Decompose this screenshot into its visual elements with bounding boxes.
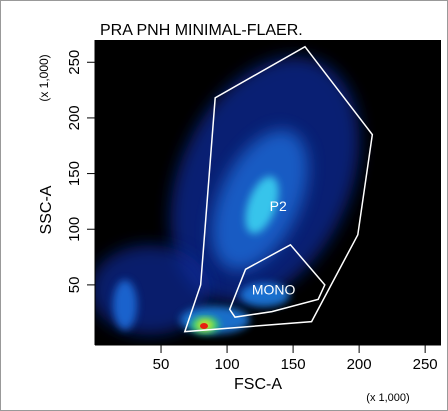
y-tick-label: 250	[66, 50, 83, 75]
x-tick-label: 150	[281, 356, 306, 373]
x-axis-label: FSC-A	[234, 376, 282, 393]
x-tick-label: 200	[347, 356, 372, 373]
gate-label: P2	[270, 198, 287, 214]
x-tick-label: 50	[153, 356, 170, 373]
y-tick-label: 100	[66, 217, 83, 242]
gate	[228, 243, 326, 318]
x-tick-label: 100	[215, 356, 240, 373]
y-tick-label: 150	[66, 161, 83, 186]
y-axis-label: SSC-A	[38, 185, 55, 234]
chart-title: PRA PNH MINIMAL-FLAER.	[100, 22, 303, 39]
x-multiplier: (x 1,000)	[366, 392, 409, 404]
gate	[183, 45, 374, 333]
y-tick-label: 50	[66, 277, 83, 294]
x-tick-label: 250	[413, 356, 438, 373]
gate-label: MONO	[252, 282, 296, 298]
density-cloud	[95, 56, 360, 335]
y-multiplier: (x 1,000)	[37, 54, 51, 101]
y-tick-label: 200	[66, 105, 83, 130]
